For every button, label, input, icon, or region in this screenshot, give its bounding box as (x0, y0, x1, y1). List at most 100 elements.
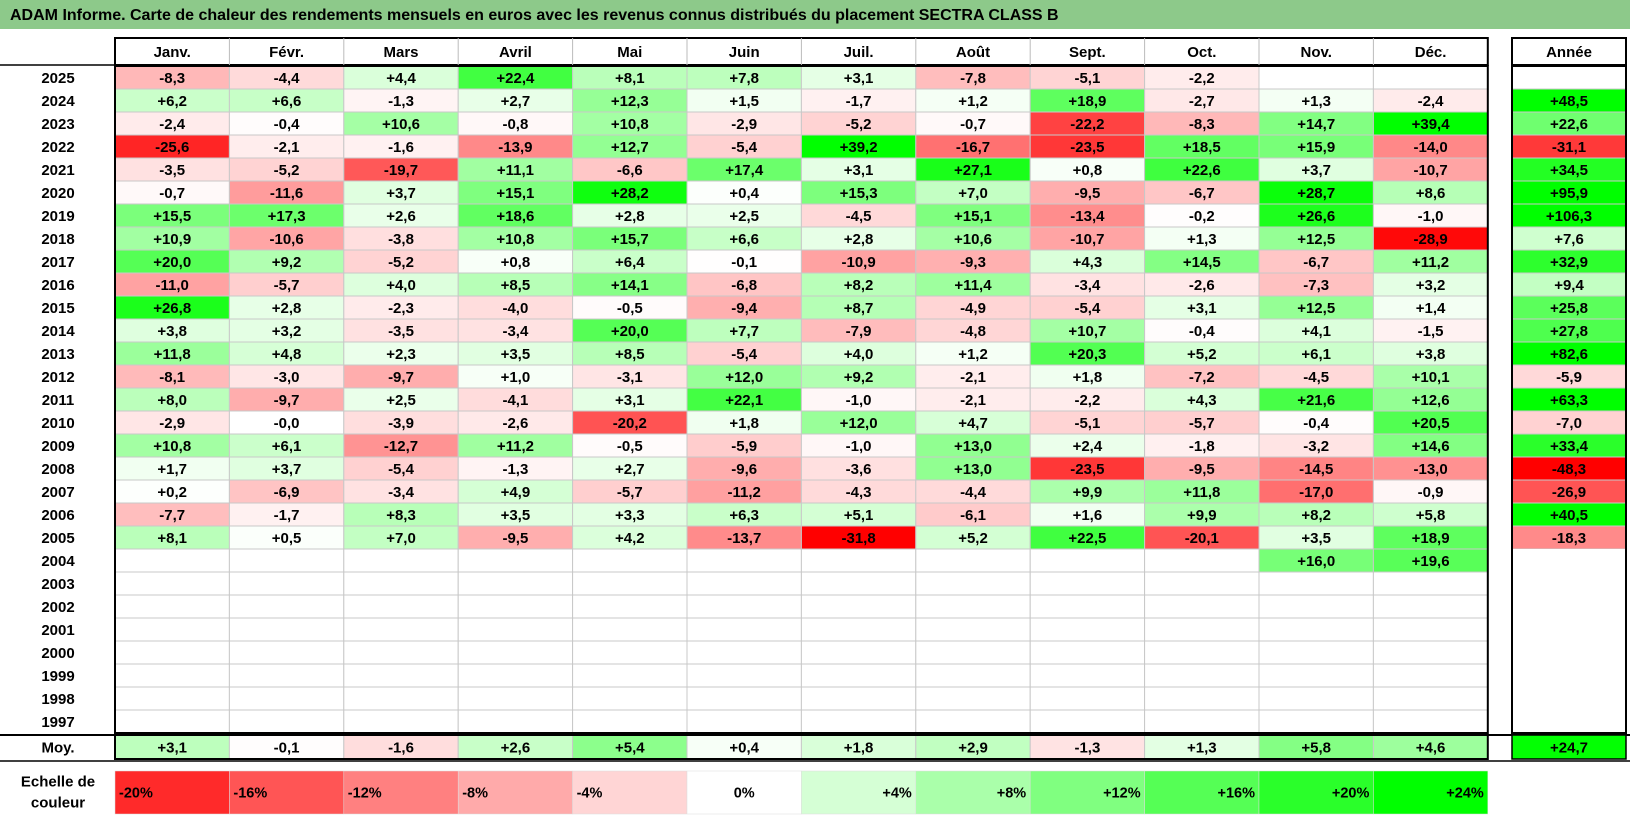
cell-value: -4,5 (1303, 369, 1329, 386)
cell-value: -11,2 (728, 484, 761, 501)
cell-value: -6,9 (274, 484, 300, 501)
annual-value: +32,9 (1550, 254, 1588, 271)
cell-value: +15,5 (153, 208, 191, 225)
average-value: +5,8 (1301, 740, 1331, 757)
heatmap-cell (1144, 686, 1260, 711)
cell-value: -4,8 (960, 323, 986, 340)
heatmap-cell (572, 709, 688, 734)
cell-value: -2,4 (1418, 93, 1445, 110)
annual-value: +95,9 (1550, 185, 1588, 202)
cell-value: +9,2 (272, 254, 302, 271)
cell-value: +11,2 (497, 438, 534, 455)
annual-value: -31,1 (1552, 139, 1586, 156)
cell-value: -4,1 (502, 392, 528, 409)
cell-value: +3,7 (1301, 162, 1331, 179)
color-scale-swatch (801, 770, 917, 815)
heatmap-cell (686, 640, 802, 665)
cell-value: -2,2 (1074, 392, 1100, 409)
cell-value: -1,0 (1418, 208, 1444, 225)
cell-value: +2,8 (844, 231, 874, 248)
cell-value: -14,5 (1299, 461, 1333, 478)
cell-value: +2,8 (272, 300, 302, 317)
cell-value: +12,0 (725, 369, 763, 386)
average-border (114, 734, 1489, 760)
cell-value: -17,0 (1299, 484, 1333, 501)
cell-value: -5,9 (731, 438, 757, 455)
cell-value: -5,7 (1189, 415, 1215, 432)
cell-value: +20,5 (1412, 415, 1450, 432)
cell-value: -3,1 (617, 369, 643, 386)
heatmap-cell (572, 640, 688, 665)
heatmap-cell (800, 686, 917, 711)
cell-value: -0,4 (1189, 323, 1216, 340)
heatmap-cell (114, 686, 230, 711)
cell-value: +4,9 (501, 484, 531, 501)
cell-value: -3,9 (388, 415, 414, 432)
average-value: +5,4 (615, 740, 645, 757)
color-scale-swatch (1144, 770, 1260, 815)
annual-value: +25,8 (1550, 300, 1588, 317)
color-scale-stop: -12% (348, 786, 382, 802)
heatmap-cell (1372, 686, 1489, 711)
heatmap-cell (114, 571, 230, 596)
heatmap-cell (1372, 640, 1489, 665)
cell-value: -14,0 (1413, 139, 1447, 156)
year-label: 2016 (41, 277, 74, 294)
year-label: 1999 (41, 668, 74, 685)
cell-value: +2,5 (386, 392, 416, 409)
annual-value: +27,8 (1550, 323, 1588, 340)
cell-value: +5,2 (1187, 346, 1217, 363)
cell-value: +20,0 (611, 323, 649, 340)
cell-value: +8,3 (386, 507, 416, 524)
heatmap-cell (915, 594, 1031, 619)
cell-value: +0,5 (272, 530, 302, 547)
cell-value: +12,5 (1297, 231, 1335, 248)
heatmap-cell (686, 548, 802, 573)
cell-value: +4,0 (844, 346, 874, 363)
cell-value: +1,2 (958, 93, 988, 110)
cell-value: +8,7 (844, 300, 874, 317)
heatmap-cell (1144, 594, 1260, 619)
cell-value: +26,6 (1297, 208, 1335, 225)
cell-value: +6,4 (615, 254, 645, 271)
cell-value: +4,8 (272, 346, 302, 363)
cell-value: +4,3 (1073, 254, 1103, 271)
heatmap-cell (1029, 686, 1146, 711)
annual-value: -18,3 (1552, 530, 1586, 547)
heatmap-cell (915, 709, 1031, 734)
color-scale-swatch (572, 770, 688, 815)
cell-value: -7,3 (1303, 277, 1329, 294)
year-label: 2007 (41, 484, 74, 501)
heatmap-cell (457, 571, 574, 596)
cell-value: +1,3 (1187, 231, 1217, 248)
cell-value: +4,0 (386, 277, 416, 294)
cell-value: +3,5 (1301, 530, 1331, 547)
heatmap-cell (686, 686, 802, 711)
cell-value: -5,4 (1074, 300, 1101, 317)
heatmap-cell (1372, 594, 1489, 619)
color-scale-swatch (1373, 770, 1489, 815)
color-scale-swatch (229, 770, 345, 815)
cell-value: +4,4 (386, 70, 416, 87)
cell-value: +22,1 (725, 392, 763, 409)
heatmap-cell (343, 594, 459, 619)
cell-value: -3,8 (388, 231, 414, 248)
cell-value: +14,5 (1183, 254, 1221, 271)
cell-value: -2,1 (960, 369, 986, 386)
cell-value: -3,6 (846, 461, 872, 478)
annual-cell (1512, 710, 1626, 733)
month-header: Janv. (154, 44, 191, 61)
cell-value: -4,3 (846, 484, 872, 501)
cell-value: -8,3 (159, 70, 185, 87)
cell-value: +28,2 (611, 185, 649, 202)
cell-value: -28,9 (1413, 231, 1447, 248)
cell-value: -3,0 (274, 369, 300, 386)
cell-value: +2,7 (615, 461, 645, 478)
heatmap-cell (1372, 65, 1489, 90)
heatmap-cell (457, 640, 574, 665)
year-label: 2018 (41, 231, 74, 248)
cell-value: +14,7 (1297, 116, 1335, 133)
cell-value: -2,9 (731, 116, 757, 133)
cell-value: +2,6 (386, 208, 416, 225)
year-label: 2002 (41, 599, 74, 616)
